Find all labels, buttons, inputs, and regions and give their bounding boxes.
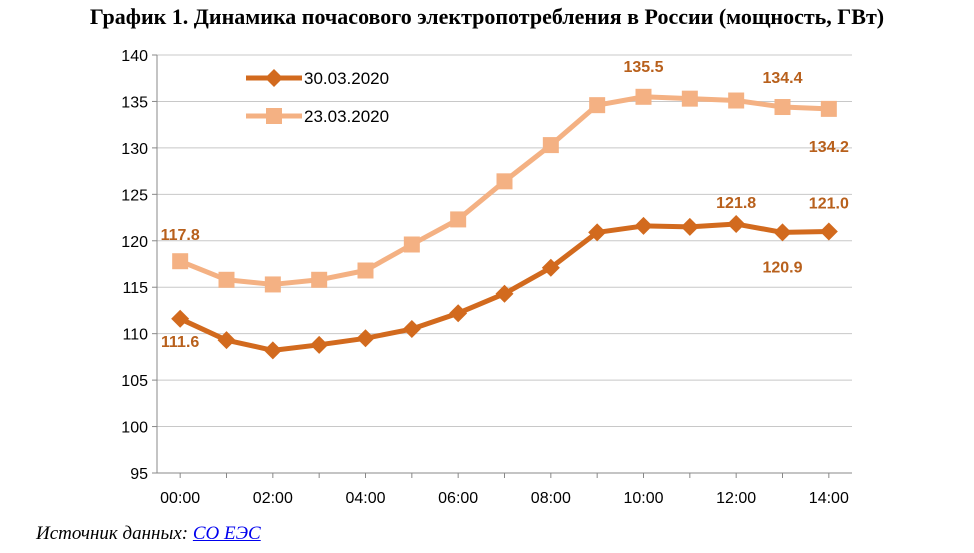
- legend-marker: [266, 108, 282, 124]
- data-point: [820, 100, 837, 117]
- data-point: [635, 88, 652, 105]
- chart-title: График 1. Динамика почасового электропот…: [89, 4, 885, 29]
- y-tick-label: 140: [121, 48, 148, 65]
- y-tick-label: 105: [121, 373, 148, 390]
- data-point: [450, 211, 467, 228]
- line-chart: 95 100 105 110 115 120 125 130 135 140 00:00 02:00…: [121, 48, 852, 507]
- legend-item-1: 30.03.2020: [246, 69, 389, 88]
- data-point: [774, 99, 791, 116]
- legend: 30.03.2020 23.03.2020: [246, 69, 389, 126]
- data-point: [311, 271, 328, 288]
- y-axis: 95 100 105 110 115 120 125 130 135 140: [121, 48, 158, 483]
- data-labels: 111.6 121.8 120.9 121.0 117.8 135.5 134.4 134.2: [161, 59, 849, 351]
- data-point: [264, 276, 281, 293]
- x-axis: 00:00 02:00 04:00 06:00 08:00 10:00 12:00 14:00: [157, 472, 852, 507]
- data-point: [634, 216, 653, 235]
- data-point: [541, 258, 560, 277]
- data-point: [356, 329, 375, 348]
- x-tick-label: 08:00: [531, 490, 571, 507]
- data-label: 135.5: [623, 59, 663, 76]
- data-point: [403, 236, 420, 253]
- source-label: Источник данных:: [36, 523, 189, 544]
- y-tick-label: 110: [122, 327, 148, 344]
- legend-label: 30.03.2020: [304, 69, 389, 88]
- source-note: Источник данных: СО ЕЭС: [36, 523, 261, 545]
- data-label: 117.8: [161, 227, 200, 244]
- data-point: [681, 90, 698, 107]
- legend-marker: [265, 69, 283, 87]
- gridlines: [157, 54, 852, 474]
- legend-item-2: 23.03.2020: [246, 107, 389, 126]
- y-tick-label: 135: [121, 94, 148, 111]
- x-tick-label: 14:00: [809, 490, 849, 507]
- data-point: [263, 341, 282, 360]
- data-label: 134.2: [809, 139, 849, 156]
- y-tick-label: 115: [122, 280, 148, 297]
- data-point: [171, 309, 190, 328]
- legend-label: 23.03.2020: [304, 107, 389, 126]
- data-point: [218, 271, 235, 288]
- y-tick-label: 95: [130, 466, 148, 483]
- series-1: [171, 215, 838, 360]
- data-point: [588, 223, 607, 242]
- x-tick-label: 10:00: [623, 490, 663, 507]
- series-layer: [171, 88, 838, 360]
- data-point: [727, 215, 746, 234]
- series-line: [179, 94, 829, 287]
- data-label: 121.8: [716, 195, 756, 212]
- data-point: [495, 284, 514, 303]
- data-label: 111.6: [161, 334, 199, 351]
- data-point: [357, 262, 374, 279]
- series-2: [172, 88, 837, 293]
- data-point: [172, 253, 189, 270]
- data-label: 134.4: [762, 70, 802, 87]
- data-point: [310, 335, 329, 354]
- data-point: [589, 97, 606, 114]
- y-tick-label: 125: [121, 187, 148, 204]
- x-tick-label: 02:00: [253, 490, 293, 507]
- data-point: [402, 320, 421, 339]
- y-tick-label: 120: [121, 234, 148, 251]
- y-tick-label: 100: [121, 420, 148, 437]
- x-tick-label: 06:00: [438, 490, 478, 507]
- data-point: [773, 223, 792, 242]
- data-point: [728, 92, 745, 109]
- source-link[interactable]: СО ЕЭС: [192, 523, 261, 544]
- x-tick-label: 00:00: [160, 490, 200, 507]
- data-point: [449, 304, 468, 323]
- x-tick-label: 12:00: [716, 490, 756, 507]
- data-label: 121.0: [809, 195, 849, 212]
- data-point: [819, 222, 838, 241]
- y-tick-label: 130: [121, 141, 148, 158]
- data-label: 120.9: [762, 259, 802, 276]
- x-tick-label: 04:00: [345, 490, 385, 507]
- data-point: [496, 173, 513, 190]
- data-point: [680, 217, 699, 236]
- data-point: [217, 331, 236, 350]
- data-point: [542, 137, 559, 154]
